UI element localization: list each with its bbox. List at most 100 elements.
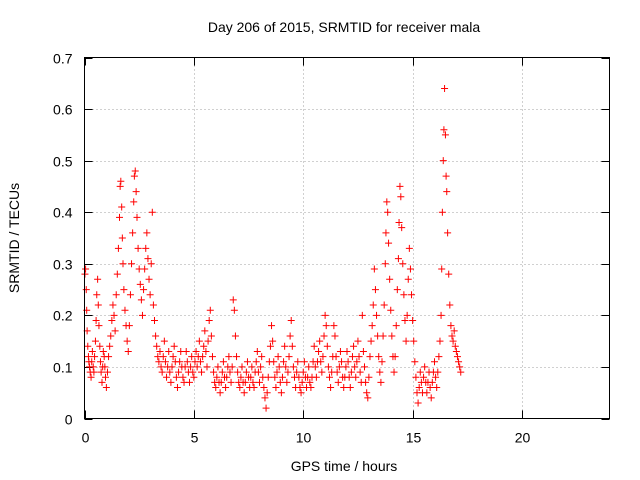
data-point: [386, 275, 394, 283]
data-point: [118, 234, 126, 242]
data-point: [95, 322, 103, 330]
data-point: [208, 353, 216, 361]
data-point: [250, 384, 258, 392]
data-point: [144, 255, 152, 263]
data-point: [420, 373, 428, 381]
x-tick-label: 0: [82, 430, 90, 446]
data-point: [282, 363, 290, 371]
data-point: [116, 213, 123, 221]
data-point: [452, 347, 460, 355]
data-point: [401, 317, 409, 325]
data-point: [91, 337, 99, 345]
data-point: [378, 358, 386, 366]
data-point: [167, 378, 175, 386]
data-point: [82, 286, 90, 294]
data-point: [120, 286, 128, 294]
data-point: [108, 317, 116, 325]
y-axis-label: SRMTID / TECUs: [6, 183, 22, 293]
data-point: [149, 301, 157, 309]
data-point: [190, 373, 198, 381]
x-tick-label: 5: [191, 430, 199, 446]
data-point: [158, 368, 166, 376]
data-point: [226, 368, 234, 376]
data-point: [193, 363, 201, 371]
data-point: [323, 342, 331, 350]
data-point: [315, 347, 323, 355]
data-point: [94, 275, 102, 283]
data-point: [276, 378, 284, 386]
data-point: [416, 368, 424, 376]
data-point: [327, 384, 335, 392]
data-point: [148, 208, 156, 216]
data-point: [350, 342, 358, 350]
data-point: [160, 337, 168, 345]
data-point: [123, 337, 131, 345]
data-point: [153, 342, 161, 350]
data-point: [242, 368, 250, 376]
data-point: [102, 373, 109, 381]
data-point: [264, 373, 272, 381]
data-point: [384, 208, 392, 216]
data-point: [89, 363, 97, 371]
data-point: [365, 373, 373, 381]
data-point: [241, 378, 249, 386]
data-point: [312, 373, 320, 381]
data-point: [218, 368, 226, 376]
data-point: [364, 394, 372, 402]
data-point: [96, 358, 104, 366]
data-point: [438, 208, 446, 216]
data-point: [411, 358, 419, 366]
data-point: [448, 332, 456, 340]
data-point: [172, 373, 180, 381]
data-point: [159, 353, 167, 361]
data-point: [82, 265, 90, 273]
data-point: [376, 368, 384, 376]
data-point: [112, 291, 120, 299]
data-point: [189, 368, 197, 376]
data-point: [165, 347, 173, 355]
data-point: [166, 368, 174, 376]
data-point: [369, 301, 377, 309]
data-point: [134, 244, 142, 252]
data-point: [455, 358, 463, 366]
data-point: [305, 363, 313, 371]
data-point: [183, 358, 191, 366]
data-point: [338, 358, 346, 366]
data-point: [352, 373, 360, 381]
data-point: [206, 306, 214, 314]
data-point: [103, 368, 111, 376]
data-point: [262, 404, 270, 412]
chart-title: Day 206 of 2015, SRMTID for receiver mal…: [208, 19, 481, 35]
plot-frame: [84, 57, 610, 419]
data-point: [274, 353, 282, 361]
data-point: [116, 182, 124, 190]
data-point: [213, 373, 221, 381]
data-point: [387, 306, 395, 314]
data-point: [109, 301, 117, 309]
data-point: [142, 244, 150, 252]
data-point: [324, 363, 332, 371]
data-point: [423, 389, 431, 397]
data-point: [129, 229, 137, 237]
data-point: [243, 358, 251, 366]
data-point: [404, 275, 412, 283]
data-point: [322, 322, 330, 330]
data-point: [377, 378, 385, 386]
data-point: [207, 332, 215, 340]
x-axis-label: GPS time / hours: [291, 458, 398, 474]
data-point: [233, 353, 241, 361]
data-point: [450, 327, 458, 335]
data-point: [318, 368, 326, 376]
data-point: [230, 306, 238, 314]
data-point: [119, 260, 127, 268]
data-point: [88, 347, 96, 355]
data-point: [133, 213, 141, 221]
data-point: [261, 394, 269, 402]
data-point: [363, 389, 371, 397]
data-point: [227, 378, 235, 386]
data-point: [362, 378, 370, 386]
data-point: [353, 358, 361, 366]
data-point: [236, 384, 244, 392]
data-point: [311, 363, 319, 371]
data-point: [343, 347, 351, 355]
